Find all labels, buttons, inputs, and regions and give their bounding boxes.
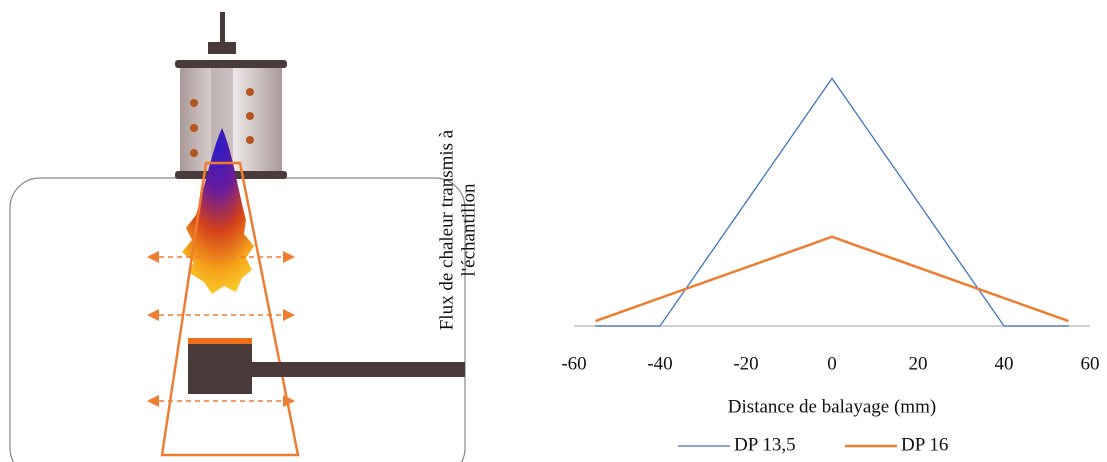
x-tick-label: 20 — [909, 353, 928, 374]
torch-diagram — [9, 12, 466, 462]
x-tick-label: -20 — [733, 353, 758, 374]
x-tick-label: -40 — [647, 353, 672, 374]
rod — [220, 12, 225, 46]
x-axis-label: Distance de balayage (mm) — [728, 396, 936, 417]
series-line — [595, 77, 1069, 327]
motion-arrows — [147, 251, 295, 407]
x-tick-label: -60 — [561, 353, 586, 374]
coils — [190, 88, 254, 157]
sample — [188, 338, 252, 394]
x-tick-label: 0 — [827, 353, 837, 374]
chart: Flux de chaleur transmis à l'échantillon… — [436, 77, 1100, 455]
rod-cap — [208, 42, 236, 54]
x-tick-label: 40 — [995, 353, 1014, 374]
x-tick-label: 60 — [1081, 353, 1100, 374]
legend-label: DP 16 — [901, 434, 948, 455]
spray-cone — [160, 161, 300, 457]
sample-surface — [188, 338, 252, 344]
y-axis-label: l'échantillon — [458, 183, 479, 277]
legend-label: DP 13,5 — [734, 434, 796, 455]
sample-arm — [252, 362, 465, 377]
y-axis-label: Flux de chaleur transmis à — [436, 129, 457, 330]
series-line — [595, 235, 1069, 323]
cylinder-top — [175, 60, 287, 68]
